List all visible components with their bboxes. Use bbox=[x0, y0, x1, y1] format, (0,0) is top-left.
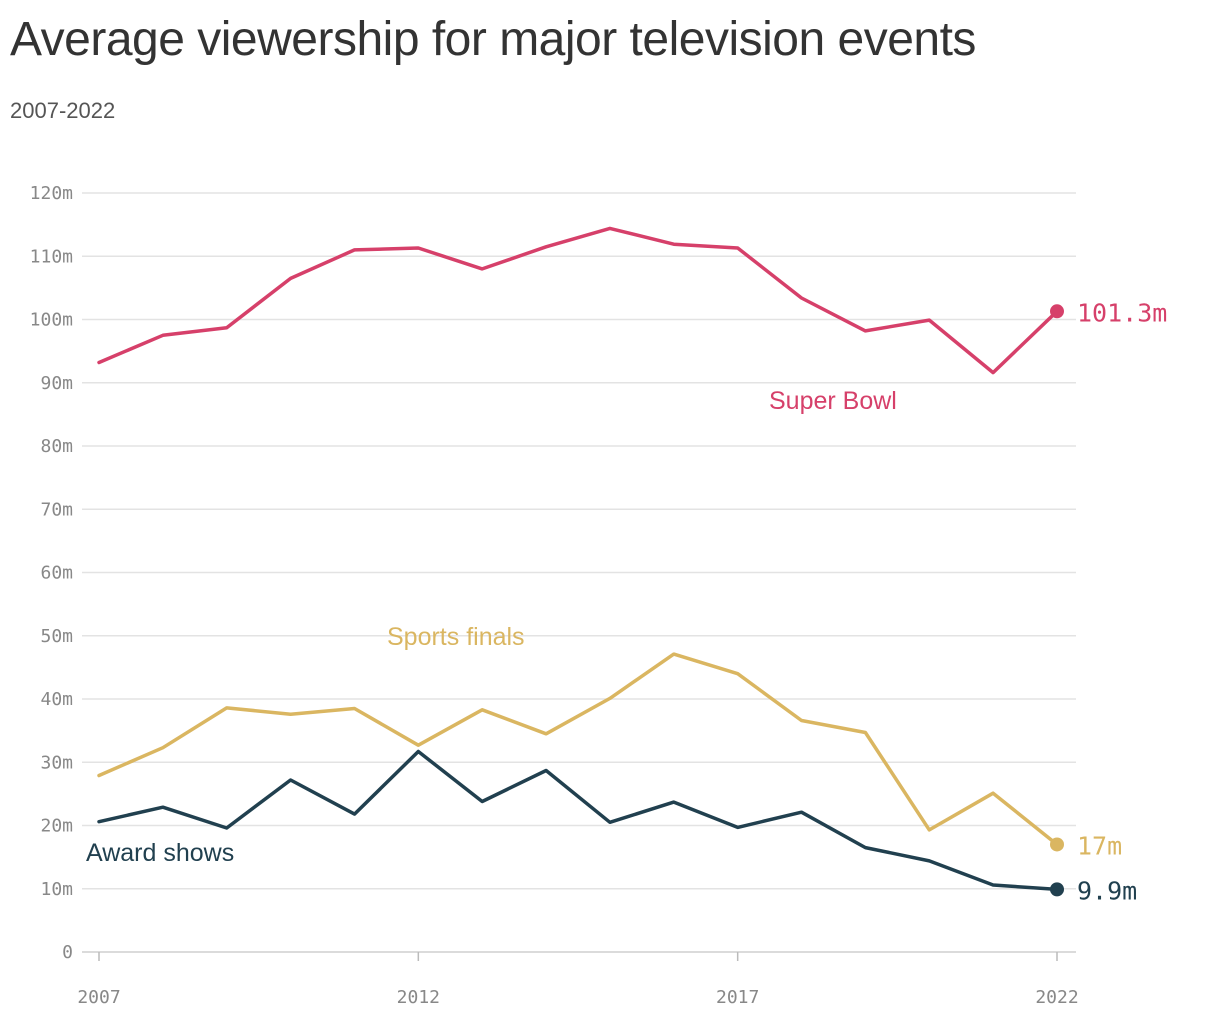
y-tick-label: 110m bbox=[30, 246, 73, 267]
y-tick-label: 40m bbox=[40, 689, 73, 710]
award-shows-series-label: Award shows bbox=[86, 839, 234, 867]
award-shows-end-label: 9.9m bbox=[1077, 876, 1137, 905]
x-axis-ticks: 2007 2012 2017 2022 bbox=[77, 952, 1079, 1008]
y-tick-label: 20m bbox=[40, 816, 73, 837]
y-tick-label: 0 bbox=[62, 942, 73, 963]
chart-subtitle: 2007-2022 bbox=[10, 98, 116, 123]
gridlines bbox=[82, 192, 1076, 953]
y-tick-label: 100m bbox=[30, 310, 73, 331]
super-bowl-endpoint bbox=[1050, 304, 1064, 319]
y-tick-label: 10m bbox=[40, 879, 73, 900]
sports-finals-line bbox=[97, 652, 1059, 847]
x-tick-label: 2012 bbox=[397, 987, 440, 1008]
y-axis-ticks: 0 10m 20m 30m 40m 50m 60m 70m 80m 90m 100m 110m 120m bbox=[30, 183, 73, 963]
y-tick-label: 80m bbox=[40, 436, 73, 457]
y-tick-label: 120m bbox=[30, 183, 73, 204]
sports-finals-end-label: 17m bbox=[1077, 831, 1122, 860]
sports-finals-endpoint bbox=[1050, 837, 1064, 852]
sports-finals-series-label: Sports finals bbox=[387, 623, 525, 651]
super-bowl-line bbox=[97, 226, 1059, 375]
super-bowl-series-label: Super Bowl bbox=[769, 387, 897, 415]
super-bowl-end-label: 101.3m bbox=[1077, 298, 1167, 327]
series-lines bbox=[97, 226, 1064, 897]
x-tick-label: 2017 bbox=[716, 987, 759, 1008]
y-tick-label: 90m bbox=[40, 373, 73, 394]
x-tick-label: 2022 bbox=[1035, 987, 1078, 1008]
y-tick-label: 60m bbox=[40, 563, 73, 584]
chart-title: Average viewership for major television … bbox=[10, 13, 976, 66]
y-tick-label: 70m bbox=[40, 499, 73, 520]
award-shows-line bbox=[97, 749, 1059, 892]
series-labels: 101.3m 17m 9.9m Super Bowl Sports finals Awar… bbox=[86, 298, 1167, 905]
y-tick-label: 50m bbox=[40, 626, 73, 647]
x-tick-label: 2007 bbox=[77, 987, 120, 1008]
award-shows-endpoint bbox=[1050, 882, 1064, 897]
y-tick-label: 30m bbox=[40, 752, 73, 773]
